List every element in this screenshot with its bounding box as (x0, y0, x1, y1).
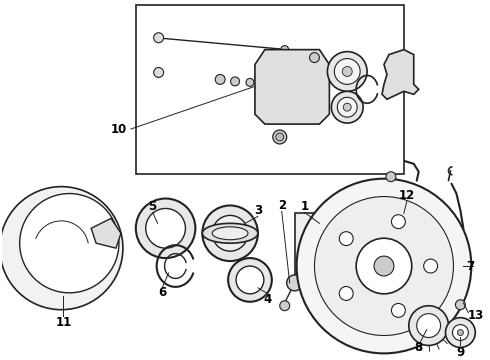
Circle shape (409, 306, 448, 346)
Circle shape (416, 314, 441, 337)
Circle shape (280, 301, 290, 311)
Circle shape (212, 215, 248, 251)
Text: 13: 13 (468, 309, 485, 322)
Circle shape (296, 179, 471, 354)
Polygon shape (91, 219, 121, 248)
Text: 11: 11 (55, 316, 72, 329)
Circle shape (445, 318, 475, 347)
Circle shape (424, 259, 438, 273)
Ellipse shape (202, 223, 258, 243)
Circle shape (236, 266, 264, 294)
Text: 4: 4 (264, 293, 272, 306)
Text: 8: 8 (415, 341, 423, 354)
Polygon shape (382, 50, 419, 99)
Circle shape (343, 103, 351, 111)
Circle shape (386, 172, 396, 182)
Circle shape (287, 275, 302, 291)
Circle shape (146, 208, 185, 248)
Circle shape (273, 130, 287, 144)
Text: 5: 5 (148, 200, 157, 213)
Text: 10: 10 (111, 122, 127, 136)
Circle shape (331, 91, 363, 123)
Circle shape (339, 231, 353, 246)
Circle shape (458, 329, 464, 336)
Text: 7: 7 (466, 260, 474, 273)
Circle shape (231, 77, 240, 86)
Text: 3: 3 (254, 204, 262, 217)
Circle shape (276, 133, 284, 141)
Circle shape (334, 59, 360, 84)
Circle shape (222, 225, 238, 241)
Circle shape (337, 97, 357, 117)
Circle shape (356, 238, 412, 294)
Ellipse shape (212, 227, 248, 240)
Circle shape (392, 303, 405, 318)
Circle shape (0, 186, 123, 310)
Circle shape (20, 194, 119, 293)
Circle shape (202, 206, 258, 261)
Circle shape (281, 46, 289, 54)
Polygon shape (255, 50, 329, 124)
Circle shape (339, 287, 353, 300)
Circle shape (343, 67, 352, 76)
Circle shape (154, 33, 164, 43)
Circle shape (215, 75, 225, 84)
Circle shape (310, 53, 319, 63)
Circle shape (154, 67, 164, 77)
Circle shape (374, 256, 394, 276)
Circle shape (246, 78, 254, 86)
Circle shape (315, 197, 453, 336)
Circle shape (455, 300, 466, 310)
Text: 2: 2 (278, 199, 286, 212)
Text: 12: 12 (399, 189, 415, 202)
Bar (136, 5, 404, 174)
Circle shape (392, 215, 405, 229)
Text: 6: 6 (158, 286, 167, 299)
Circle shape (136, 198, 196, 258)
Bar (294, 213, 349, 283)
Circle shape (228, 258, 272, 302)
Text: 9: 9 (456, 346, 465, 359)
Circle shape (327, 51, 367, 91)
Circle shape (452, 325, 468, 341)
Text: 1: 1 (300, 200, 309, 213)
